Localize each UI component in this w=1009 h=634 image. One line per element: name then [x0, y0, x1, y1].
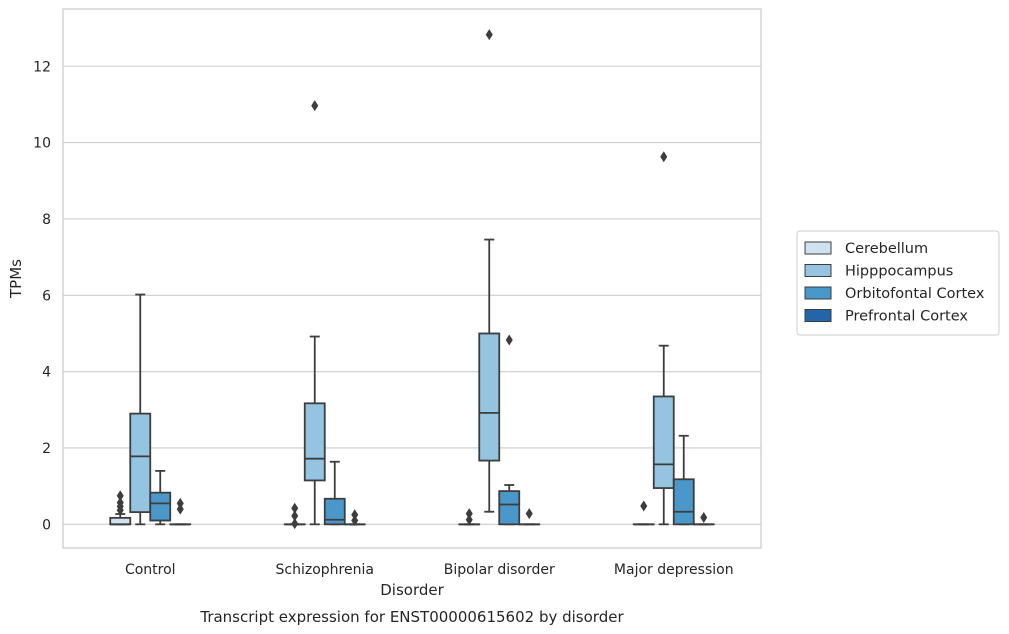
flier-point	[116, 490, 124, 502]
chart-title: Transcript expression for ENST0000061560…	[199, 608, 624, 626]
y-axis-title: TPMs	[7, 259, 25, 299]
legend-swatch	[804, 241, 832, 255]
legend: Cerebellum Hipppocampus Orbitofontal Corte…	[796, 230, 1000, 336]
legend-label: Cerebellum	[845, 241, 928, 257]
grid-lines	[63, 65, 761, 525]
legend-label: Hipppocampus	[845, 264, 953, 280]
box-iqr	[652, 395, 675, 489]
flier-point	[465, 514, 473, 526]
box-hipppocampus-1	[303, 100, 326, 526]
x-tick-label: Major depression	[614, 562, 734, 578]
box-iqr	[323, 497, 346, 526]
box-hipppocampus-0	[129, 293, 152, 526]
flier-point	[660, 151, 668, 163]
flier-point	[700, 511, 708, 523]
y-tick-label: 6	[42, 288, 51, 304]
box-cerebellum-3	[632, 500, 655, 526]
flier-point	[465, 508, 473, 520]
box-iqr	[478, 332, 501, 462]
legend-label: Prefrontal Cortex	[845, 309, 968, 325]
plot-frame	[62, 8, 762, 549]
box-prefrontal-cortex-3	[692, 511, 715, 526]
box-iqr	[672, 478, 695, 526]
flier-point	[351, 515, 359, 527]
flier-point	[291, 502, 299, 514]
y-tick-label: 10	[33, 136, 51, 152]
box-prefrontal-cortex-2	[518, 508, 541, 526]
y-tick-label: 12	[33, 59, 51, 75]
flier-point	[291, 510, 299, 522]
box-orbitofontal-cortex-0	[149, 469, 172, 526]
y-tick-label: 2	[42, 441, 51, 457]
box-iqr	[129, 412, 152, 514]
legend-swatch	[804, 286, 832, 300]
x-tick-labels: Control Schizophrenia Bipolar disorder Majo…	[125, 562, 734, 578]
flier-point	[311, 100, 319, 112]
boxes	[109, 29, 715, 530]
flier-point	[176, 497, 184, 509]
box-orbitofontal-cortex-3	[672, 434, 695, 526]
x-axis-title: Disorder	[380, 581, 444, 599]
flier-point	[116, 497, 124, 509]
y-tick-labels: 0 2 4 6 8 10 12	[33, 59, 51, 533]
flier-point	[485, 29, 493, 41]
x-tick-label: Schizophrenia	[276, 562, 374, 578]
box-hipppocampus-3	[652, 151, 675, 526]
y-tick-label: 0	[42, 517, 51, 533]
box-iqr	[303, 402, 326, 482]
box-orbitofontal-cortex-1	[323, 460, 346, 526]
x-tick-label: Bipolar disorder	[444, 562, 555, 578]
box-cerebellum-2	[458, 508, 481, 526]
flier-point	[351, 509, 359, 521]
box-iqr	[149, 491, 172, 522]
box-prefrontal-cortex-1	[343, 509, 366, 527]
flier-point	[176, 503, 184, 515]
legend-swatch	[804, 264, 832, 277]
flier-point	[291, 518, 299, 530]
flier-point	[505, 334, 513, 346]
y-tick-label: 4	[42, 365, 51, 381]
box-cerebellum-0	[109, 490, 132, 526]
x-tick-label: Control	[125, 562, 176, 578]
box-orbitofontal-cortex-2	[498, 334, 521, 526]
legend-frame	[796, 230, 1000, 336]
legend-label: Orbitofontal Cortex	[845, 286, 985, 302]
flier-point	[640, 500, 648, 512]
flier-point	[525, 508, 533, 520]
box-iqr	[498, 490, 521, 526]
box-cerebellum-1	[283, 502, 306, 530]
box-iqr	[109, 516, 132, 526]
y-tick-label: 8	[42, 212, 51, 228]
legend-swatch	[804, 309, 832, 322]
box-prefrontal-cortex-0	[169, 497, 192, 526]
box-hipppocampus-2	[478, 29, 501, 513]
